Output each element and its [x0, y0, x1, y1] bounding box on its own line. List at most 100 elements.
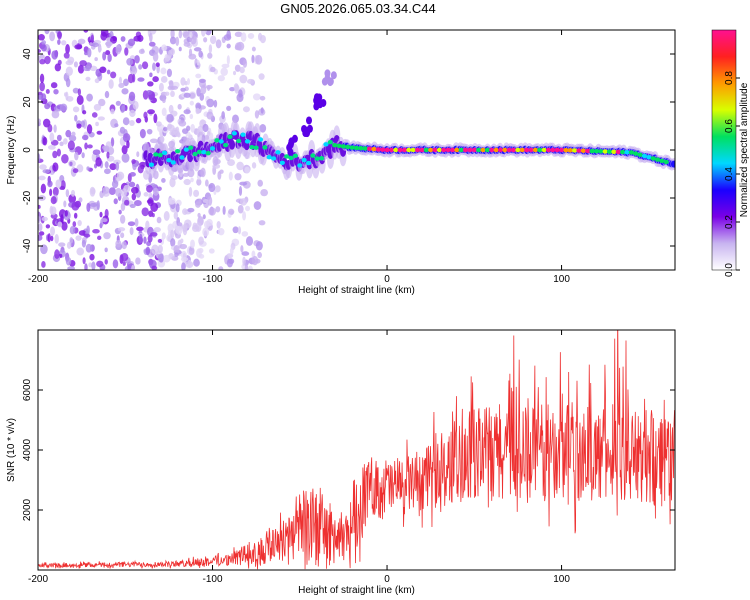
colorbar-tick-label: 0.2 [724, 215, 735, 229]
spectrogram-noise-blob [65, 189, 70, 198]
spectrogram-noise-blob [149, 32, 153, 43]
colorbar-tick-label: 0.6 [724, 119, 735, 133]
spectrogram-noise-blob [42, 136, 48, 146]
spectrogram-noise-blob [65, 77, 71, 88]
spectrogram-noise-blob [153, 227, 161, 233]
spectrogram-noise-blob [234, 31, 243, 38]
spectrogram-noise-blob [61, 40, 67, 46]
spectrogram-noise-blob [138, 64, 143, 70]
spectrogram-noise-blob [95, 157, 102, 167]
spectrogram-noise-blob [173, 245, 180, 254]
spectrogram-ridge-core [637, 152, 643, 157]
spectrogram-noise-blob [98, 46, 102, 52]
spectrogram-noise-blob [136, 151, 140, 158]
spectrogram-ridge-core [471, 147, 477, 153]
spectrogram-noise-blob [118, 82, 125, 88]
spectrogram-noise-blob [199, 92, 205, 101]
spectrogram-noise-blob [141, 61, 149, 70]
spectrogram-ridge-core [646, 155, 652, 160]
spectrogram-ridge-core [550, 147, 556, 153]
spectrogram-noise-blob [109, 163, 117, 171]
spectrogram-noise-blob [198, 254, 205, 259]
spectrogram-noise-blob [47, 145, 56, 150]
spectrogram-noise-blob [134, 55, 140, 64]
spectrogram-ridge-core [423, 147, 429, 153]
spectrogram-noise-blob [63, 52, 70, 59]
spectrogram-ridge-core [432, 147, 438, 153]
spectrogram-noise-blob [121, 241, 127, 250]
spectrogram-noise-blob [76, 123, 82, 129]
spectrogram-noise-blob [238, 185, 243, 196]
spectrogram-noise-blob [195, 222, 202, 233]
spectrogram-noise-blob [118, 209, 122, 215]
spectrogram-noise-blob [94, 78, 100, 84]
spectrogram-noise-blob [72, 221, 77, 228]
spectrogram-noise-blob [61, 221, 68, 231]
spectrogram-ridge-core [275, 150, 281, 155]
spectrogram-noise-blob [47, 233, 51, 243]
spectrogram-ridge-core [345, 144, 351, 150]
spectrogram-noise-blob [208, 44, 213, 54]
spectrogram-noise-blob [202, 30, 207, 34]
spectrogram-noise-blob [152, 62, 156, 71]
spectrogram-noise-blob [153, 113, 158, 124]
spectrogram-marks [38, 30, 675, 270]
spectrogram-ridge-core [663, 159, 669, 165]
spectrogram-noise-blob [137, 165, 144, 174]
spectrogram-ridge-core [545, 147, 552, 153]
spectrogram-noise-blob [240, 32, 247, 42]
spectrogram-noise-blob [73, 212, 78, 219]
snr-series-line [38, 330, 675, 570]
spectrogram-noise-blob [69, 237, 74, 244]
spectrogram-ridge-core [445, 147, 451, 153]
spectrogram-noise-blob [138, 233, 143, 244]
spectrogram-branch-blob [313, 102, 320, 111]
spectrogram-ridge-core [366, 146, 373, 151]
spectrogram-noise-blob [196, 59, 200, 66]
spectrogram-noise-blob [85, 76, 91, 82]
spectrogram-noise-blob [242, 106, 250, 113]
spectrogram-ridge-core [332, 143, 338, 148]
spectrogram-noise-blob [168, 104, 174, 114]
spectrogram-noise-blob [71, 201, 80, 211]
spectrogram-noise-blob [137, 77, 145, 82]
spectrogram-noise-blob [175, 36, 180, 47]
spectrogram-noise-blob [97, 235, 102, 241]
spectrogram-noise-blob [148, 41, 156, 47]
spectrogram-noise-blob [122, 261, 126, 266]
spectrogram-noise-blob [116, 171, 125, 181]
spectrogram-noise-blob [160, 135, 165, 144]
spectrogram-ridge-core [196, 149, 203, 155]
spectrogram-ridge-core [310, 153, 316, 158]
spectrogram-noise-blob [53, 124, 57, 133]
spectrogram-ridge-core [249, 145, 255, 150]
spectrogram-noise-blob [151, 265, 158, 270]
spectrogram-noise-blob [255, 241, 263, 251]
spectrogram-noise-blob [100, 218, 108, 223]
spectrogram-noise-blob [245, 236, 254, 246]
spectrogram-noise-blob [186, 78, 191, 86]
spectrogram-noise-blob [228, 208, 235, 215]
spectrogram-ridge-core [541, 147, 547, 153]
spectrogram-ridge-body [229, 139, 236, 150]
spectrogram-ridge-core [659, 158, 665, 163]
spectrogram-noise-blob [251, 54, 255, 64]
spectrogram-noise-blob [131, 159, 136, 164]
spectrogram-noise-blob [217, 228, 225, 236]
spectrogram-noise-blob [50, 226, 56, 236]
spectrogram-noise-blob [252, 93, 261, 101]
spectrogram-branch-blob [306, 116, 313, 125]
spectrogram-ridge-core [214, 138, 220, 143]
spectrogram-noise-blob [166, 113, 174, 123]
spectrogram-noise-blob [234, 64, 241, 72]
spectrogram-noise-blob [102, 186, 110, 194]
spectrogram-noise-blob [215, 39, 222, 49]
spectrogram-noise-blob [193, 189, 200, 198]
spectrogram-noise-blob [207, 52, 213, 59]
spectrogram-noise-blob [174, 130, 181, 137]
spectrogram-noise-blob [190, 123, 195, 133]
spectrogram-x-axis-label: Height of straight line (km) [298, 285, 415, 296]
spectrogram-ridge-core [558, 147, 565, 153]
spectrogram-noise-blob [178, 46, 182, 52]
spectrogram-ridge-core [436, 147, 442, 153]
